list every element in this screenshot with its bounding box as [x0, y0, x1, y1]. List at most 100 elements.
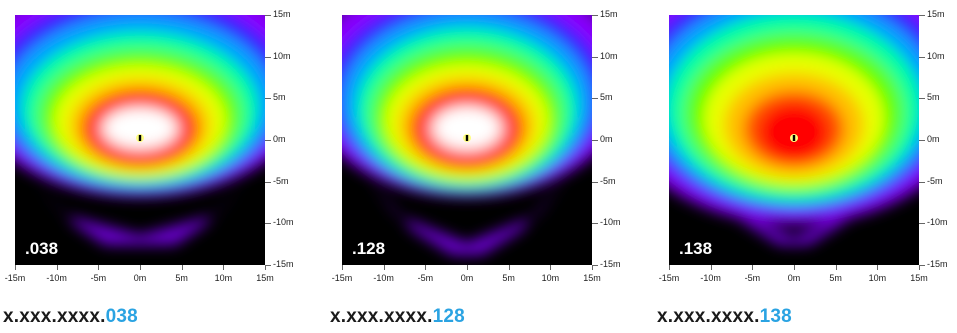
- caption-suffix: 138: [759, 306, 792, 327]
- heatmap-plot: .038: [15, 15, 265, 265]
- y-tick-label: 15m: [273, 9, 291, 19]
- x-axis: -15m -10m -5m 0m 5m 10m 15m: [327, 265, 617, 290]
- x-tick-label: -10m: [373, 273, 394, 283]
- source-marker: [465, 135, 469, 141]
- y-tick-mark: [592, 56, 598, 58]
- x-tick-mark: [223, 265, 225, 270]
- y-tick-label: -5m: [927, 175, 943, 186]
- y-axis: 15m 10m 5m 0m -5m -10m -15m: [592, 0, 637, 280]
- rear-lobe: [35, 180, 245, 245]
- x-tick-mark: [140, 265, 141, 270]
- heatmap-plot: .138: [669, 15, 919, 265]
- y-tick-label: 5m: [273, 92, 286, 103]
- y-tick-label: -10m: [273, 217, 294, 228]
- x-tick-label: 15m: [910, 273, 928, 283]
- caption-prefix: x.xxx.xxxx.: [3, 306, 106, 327]
- heatmap-plot: .128: [342, 15, 592, 265]
- y-tick-label: -10m: [927, 217, 948, 228]
- caption-suffix: 038: [105, 306, 138, 327]
- x-tick-label: -15m: [4, 273, 26, 283]
- intensity-band-11: [104, 108, 176, 148]
- heatmap-panel: .038 15m 10m 5m 0m -5m -10m -15m -15m -10m -5m 0m 5m…: [0, 0, 310, 333]
- x-tick-mark: [15, 265, 16, 270]
- y-tick-mark: [592, 223, 598, 225]
- y-tick-mark: [265, 223, 271, 225]
- y-tick-mark: [592, 181, 598, 183]
- x-tick-mark: [592, 265, 593, 270]
- caption-prefix: x.xxx.xxxx.: [330, 306, 433, 327]
- y-axis: 15m 10m 5m 0m -5m -10m -15m: [265, 0, 310, 280]
- x-tick-mark: [835, 265, 837, 270]
- x-tick-mark: [794, 265, 795, 270]
- intensity-bands: [669, 15, 919, 245]
- x-tick-label: -5m: [417, 273, 434, 283]
- heatmap-svg: [15, 15, 265, 265]
- heatmap-panel: .138 15m 10m 5m 0m -5m -10m -15m -15m -10m -5m 0m 5m…: [654, 0, 957, 333]
- intensity-band-9: [760, 104, 828, 160]
- y-tick-label: 10m: [927, 50, 945, 61]
- y-tick-label: -10m: [600, 217, 621, 228]
- x-tick-label: 10m: [541, 273, 560, 283]
- y-tick-mark: [919, 56, 925, 58]
- y-tick-label: 0m: [600, 134, 613, 144]
- x-tick-mark: [181, 265, 183, 270]
- x-tick-mark: [710, 265, 712, 270]
- x-tick-mark: [98, 265, 100, 270]
- x-tick-label: 15m: [583, 273, 601, 283]
- y-tick-label: 15m: [600, 9, 618, 19]
- x-tick-label: 0m: [787, 273, 801, 283]
- x-tick-label: 0m: [133, 273, 147, 283]
- x-tick-mark: [425, 265, 427, 270]
- y-tick-mark: [265, 56, 271, 58]
- x-tick-label: 5m: [829, 273, 842, 283]
- x-tick-mark: [550, 265, 552, 270]
- y-tick-label: -15m: [600, 259, 621, 269]
- y-tick-label: -15m: [273, 259, 294, 269]
- y-tick-mark: [592, 140, 598, 141]
- x-tick-mark: [669, 265, 670, 270]
- x-tick-mark: [919, 265, 920, 270]
- y-tick-mark: [919, 98, 925, 100]
- x-tick-label: -15m: [331, 273, 353, 283]
- x-axis: -15m -10m -5m 0m 5m 10m 15m: [654, 265, 944, 290]
- y-tick-mark: [592, 265, 598, 266]
- panel-caption: x.xxx.xxxx.038: [3, 306, 138, 328]
- y-axis: 15m 10m 5m 0m -5m -10m -15m: [919, 0, 957, 280]
- x-tick-label: -5m: [744, 273, 761, 283]
- x-tick-mark: [467, 265, 468, 270]
- intensity-bands: [342, 15, 592, 255]
- x-tick-mark: [265, 265, 266, 270]
- y-tick-label: -5m: [600, 175, 616, 186]
- x-tick-mark: [877, 265, 879, 270]
- x-axis: -15m -10m -5m 0m 5m 10m 15m: [0, 265, 290, 290]
- x-tick-mark: [752, 265, 754, 270]
- y-tick-label: 5m: [600, 92, 613, 103]
- y-tick-label: 10m: [273, 50, 291, 61]
- y-tick-mark: [265, 265, 271, 266]
- panel-inset-label: .138: [679, 239, 713, 258]
- panel-caption: x.xxx.xxxx.128: [330, 306, 465, 328]
- y-tick-mark: [919, 181, 925, 183]
- x-tick-mark: [383, 265, 385, 270]
- y-tick-label: -5m: [273, 175, 289, 186]
- x-tick-mark: [508, 265, 510, 270]
- caption-prefix: x.xxx.xxxx.: [657, 306, 760, 327]
- x-tick-label: -10m: [46, 273, 67, 283]
- x-tick-label: 10m: [214, 273, 233, 283]
- x-tick-mark: [342, 265, 343, 270]
- y-tick-mark: [919, 140, 925, 141]
- y-tick-label: 5m: [927, 92, 940, 103]
- intensity-band-11: [434, 107, 500, 149]
- source-marker: [792, 135, 796, 141]
- y-tick-mark: [919, 223, 925, 225]
- x-tick-label: 5m: [502, 273, 515, 283]
- y-tick-mark: [265, 15, 271, 16]
- x-tick-mark: [56, 265, 58, 270]
- y-tick-mark: [592, 98, 598, 100]
- y-tick-label: 0m: [927, 134, 940, 144]
- source-marker: [138, 135, 142, 141]
- x-tick-label: 15m: [256, 273, 274, 283]
- y-tick-label: 15m: [927, 9, 945, 19]
- heatmap-svg: [669, 15, 919, 265]
- heatmap-panel: .128 15m 10m 5m 0m -5m -10m -15m -15m -10m -5m 0m 5m…: [327, 0, 637, 333]
